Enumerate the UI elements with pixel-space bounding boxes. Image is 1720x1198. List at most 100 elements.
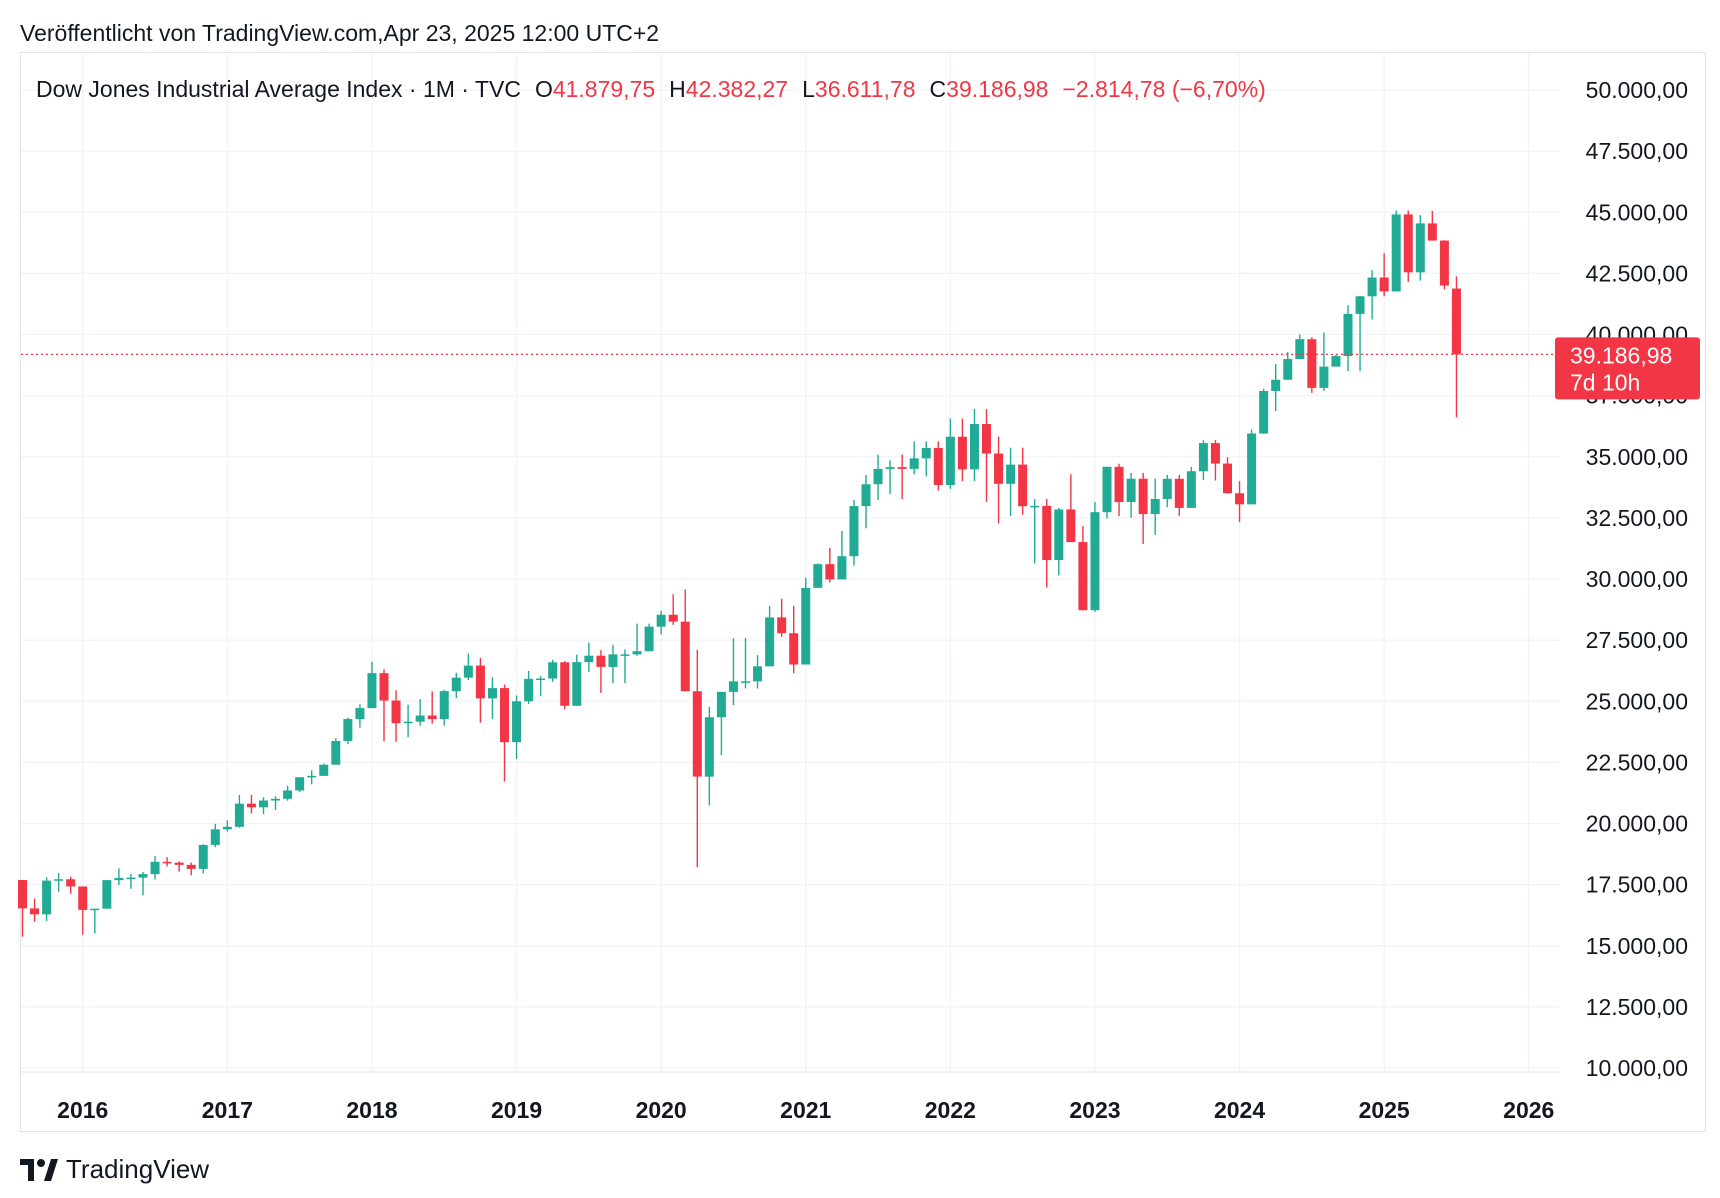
y-tick-label: 22.500,00 xyxy=(1586,749,1688,775)
candle-up xyxy=(126,877,136,880)
low-label: L xyxy=(802,76,815,102)
candle-up xyxy=(716,691,726,718)
candle-up xyxy=(837,556,847,580)
candle-up xyxy=(704,717,714,777)
candle-up xyxy=(765,617,775,667)
candle-up xyxy=(1415,223,1425,273)
x-tick-label: 2018 xyxy=(346,1097,397,1123)
candle-up xyxy=(439,691,449,720)
candle-up xyxy=(1259,390,1269,434)
candle-down xyxy=(1174,478,1184,508)
candle-up xyxy=(885,467,895,469)
candle-up xyxy=(1054,509,1064,561)
low-value: 36.611,78 xyxy=(814,76,916,102)
price-tag xyxy=(1555,337,1700,400)
x-tick-label: 2023 xyxy=(1069,1097,1120,1123)
candle-up xyxy=(1186,471,1196,508)
candle-down xyxy=(174,862,184,865)
candle-up xyxy=(512,701,522,743)
candle-up xyxy=(524,678,534,702)
candle-up xyxy=(1030,505,1040,508)
candle-down xyxy=(1451,288,1461,355)
candle-down xyxy=(427,715,437,720)
open-label: O xyxy=(534,76,553,102)
candle-up xyxy=(1355,296,1365,314)
candle-up xyxy=(728,681,738,692)
candle-down xyxy=(1427,223,1437,241)
y-tick-label: 25.000,00 xyxy=(1586,688,1688,714)
candle-down xyxy=(1223,463,1232,494)
candle-down xyxy=(379,673,389,701)
candle-up xyxy=(1102,466,1112,513)
published-caption: Veröffentlicht von TradingView.com,Apr 2… xyxy=(20,20,660,46)
candle-up xyxy=(584,655,594,663)
tradingview-logo[interactable]: TradingView xyxy=(20,1154,209,1185)
high-value: 42.382,27 xyxy=(685,76,789,102)
candle-up xyxy=(644,626,654,652)
candle-up xyxy=(753,666,763,682)
candle-down xyxy=(560,662,570,706)
candle-up xyxy=(415,715,425,722)
y-tick-label: 17.500,00 xyxy=(1586,872,1688,898)
candle-down xyxy=(680,621,690,692)
candle-down xyxy=(668,614,678,622)
candle-down xyxy=(1235,493,1245,505)
candle-up xyxy=(1319,366,1329,388)
close-value: 39.186,98 xyxy=(946,76,1049,102)
candle-down xyxy=(1403,214,1413,273)
candle-up xyxy=(861,484,871,507)
y-tick-label: 15.000,00 xyxy=(1586,933,1688,959)
candle-down xyxy=(1210,443,1220,464)
candle-up xyxy=(307,775,317,778)
candle-down xyxy=(692,691,702,777)
y-tick-label: 20.000,00 xyxy=(1586,811,1688,837)
candle-up xyxy=(259,800,268,808)
x-tick-label: 2022 xyxy=(925,1097,976,1123)
y-tick-label: 47.500,00 xyxy=(1586,138,1688,164)
candle-up xyxy=(234,803,244,827)
y-tick-label: 32.500,00 xyxy=(1586,505,1688,531)
candle-down xyxy=(66,879,76,887)
candle-down xyxy=(1307,339,1317,388)
candle-up xyxy=(969,424,979,470)
x-tick-label: 2016 xyxy=(57,1097,108,1123)
candle-down xyxy=(933,447,943,486)
candle-down xyxy=(475,665,485,699)
chart-frame[interactable] xyxy=(20,52,1706,1132)
candle-up xyxy=(656,614,666,627)
candle-up xyxy=(1150,498,1160,515)
candle-up xyxy=(138,874,148,878)
change-value: −2.814,78 (−6,70%) xyxy=(1062,76,1266,102)
candle-up xyxy=(319,764,329,776)
candle-down xyxy=(1018,464,1028,507)
candle-down xyxy=(246,803,256,808)
candle-down xyxy=(897,467,907,469)
candle-up xyxy=(1006,464,1016,484)
candle-up xyxy=(813,564,823,588)
tradingview-logo-icon xyxy=(20,1158,58,1181)
candle-up xyxy=(548,662,558,679)
candle-up xyxy=(1126,478,1136,503)
candle-up xyxy=(945,436,955,486)
x-tick-label: 2025 xyxy=(1359,1097,1410,1123)
candle-up xyxy=(367,673,377,709)
candle-up xyxy=(198,844,208,869)
price-tag-countdown: 7d 10h xyxy=(1570,369,1640,395)
candle-up xyxy=(1090,512,1100,611)
candle-up xyxy=(271,798,281,801)
brand-name: TradingView xyxy=(66,1154,210,1184)
candle-down xyxy=(825,564,835,580)
candle-up xyxy=(331,740,341,765)
candle-down xyxy=(957,436,967,470)
y-tick-label: 12.500,00 xyxy=(1586,994,1688,1020)
candle-down xyxy=(1042,505,1052,561)
candle-down xyxy=(391,700,401,724)
candle-up xyxy=(620,654,630,656)
candle-down xyxy=(500,688,509,743)
candle-down xyxy=(789,633,799,665)
candle-up xyxy=(54,879,64,881)
candle-up xyxy=(210,829,220,845)
symbol-info: Dow Jones Industrial Average Index · 1M … xyxy=(36,76,521,102)
candle-up xyxy=(909,458,919,469)
